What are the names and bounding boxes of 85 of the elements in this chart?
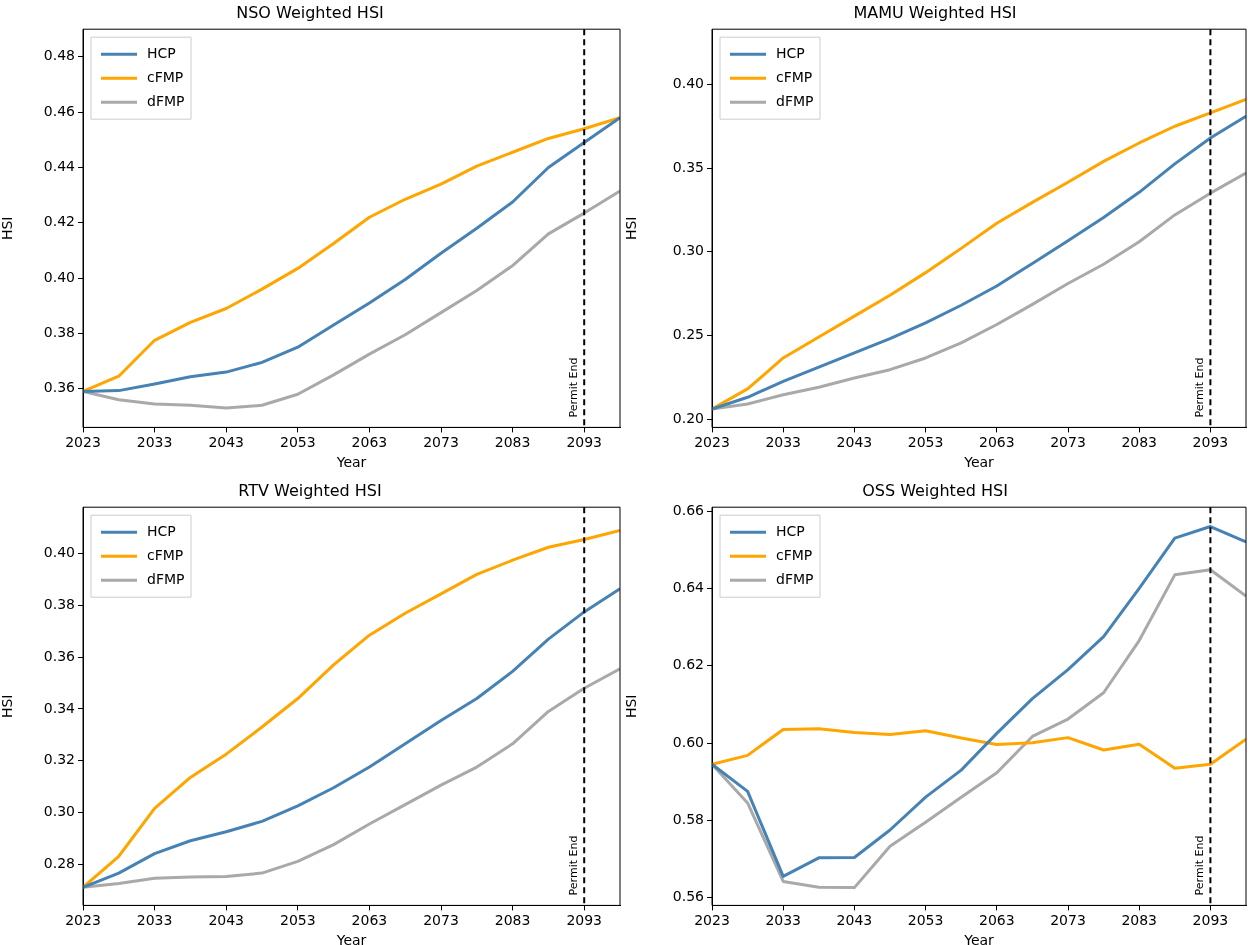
y-axis-title: HSI bbox=[0, 216, 16, 241]
chart-title: RTV Weighted HSI bbox=[238, 480, 382, 500]
x-tick-label: 2073 bbox=[1050, 912, 1086, 929]
x-tick-label: 2043 bbox=[836, 912, 873, 929]
legend-label: HCP bbox=[776, 522, 805, 539]
y-axis-title: HSI bbox=[0, 694, 16, 719]
y-tick-label: 0.36 bbox=[43, 647, 76, 664]
y-tick-label: 0.35 bbox=[672, 158, 704, 175]
x-tick-label: 2073 bbox=[1050, 434, 1086, 451]
legend-label: dFMP bbox=[147, 92, 185, 109]
y-axis-title: HSI bbox=[623, 694, 640, 719]
x-tick-label: 2093 bbox=[1192, 912, 1229, 929]
legend-label: cFMP bbox=[147, 68, 184, 85]
y-tick-label: 0.28 bbox=[43, 854, 75, 871]
x-tick-label: 2053 bbox=[279, 912, 316, 929]
legend-label: dFMP bbox=[776, 570, 814, 587]
x-tick-label: 2093 bbox=[1192, 434, 1229, 451]
legend-label: cFMP bbox=[776, 546, 813, 563]
x-tick-label: 2093 bbox=[566, 912, 603, 929]
y-tick-label: 0.30 bbox=[43, 802, 75, 819]
ref-line-label: Permit End bbox=[566, 357, 580, 418]
y-tick-label: 0.40 bbox=[672, 75, 704, 92]
chart-title: OSS Weighted HSI bbox=[862, 480, 1008, 500]
x-tick-label: 2053 bbox=[279, 434, 316, 451]
y-tick-label: 0.36 bbox=[43, 379, 76, 396]
x-tick-label: 2023 bbox=[65, 912, 101, 929]
y-tick-label: 0.25 bbox=[672, 326, 704, 343]
y-tick-label: 0.48 bbox=[43, 47, 75, 64]
x-tick-label: 2083 bbox=[494, 434, 531, 451]
y-tick-label: 0.30 bbox=[672, 242, 704, 259]
legend-label: cFMP bbox=[776, 68, 813, 85]
x-tick-label: 2033 bbox=[136, 434, 173, 451]
legend-label: HCP bbox=[147, 522, 176, 539]
y-axis-title: HSI bbox=[623, 216, 640, 241]
legend-label: dFMP bbox=[776, 92, 814, 109]
x-tick-label: 2063 bbox=[978, 434, 1015, 451]
y-tick-label: 0.44 bbox=[43, 158, 76, 175]
x-tick-label: 2073 bbox=[423, 434, 459, 451]
x-axis-title: Year bbox=[335, 454, 367, 471]
y-tick-label: 0.34 bbox=[43, 699, 76, 716]
x-tick-label: 2043 bbox=[836, 434, 873, 451]
y-tick-label: 0.58 bbox=[672, 810, 704, 827]
x-tick-label: 2063 bbox=[351, 434, 388, 451]
x-tick-label: 2083 bbox=[1121, 912, 1158, 929]
x-tick-label: 2063 bbox=[351, 912, 388, 929]
y-tick-label: 0.20 bbox=[672, 409, 704, 426]
y-tick-label: 0.60 bbox=[672, 733, 704, 750]
x-tick-label: 2053 bbox=[907, 912, 944, 929]
ref-line-label: Permit End bbox=[566, 835, 580, 896]
y-tick-label: 0.64 bbox=[672, 579, 705, 596]
legend-label: dFMP bbox=[147, 570, 185, 587]
y-tick-label: 0.46 bbox=[43, 102, 76, 119]
ref-line-label: Permit End bbox=[1192, 835, 1206, 896]
chart-title: MAMU Weighted HSI bbox=[853, 2, 1017, 22]
x-tick-label: 2053 bbox=[907, 434, 944, 451]
legend-label: HCP bbox=[776, 44, 805, 61]
x-axis-title: Year bbox=[963, 932, 995, 945]
y-tick-label: 0.62 bbox=[672, 656, 704, 673]
x-tick-label: 2033 bbox=[765, 434, 802, 451]
x-axis-title: Year bbox=[335, 932, 367, 945]
x-tick-label: 2023 bbox=[65, 434, 101, 451]
y-tick-label: 0.42 bbox=[43, 213, 75, 230]
y-tick-label: 0.40 bbox=[43, 268, 75, 285]
x-tick-label: 2033 bbox=[765, 912, 802, 929]
chart-title: NSO Weighted HSI bbox=[236, 2, 384, 22]
x-tick-label: 2063 bbox=[978, 912, 1015, 929]
x-tick-label: 2023 bbox=[694, 912, 730, 929]
x-tick-label: 2043 bbox=[208, 912, 245, 929]
x-tick-label: 2023 bbox=[694, 434, 730, 451]
x-axis-title: Year bbox=[963, 454, 995, 471]
y-tick-label: 0.38 bbox=[43, 324, 75, 341]
x-tick-label: 2083 bbox=[1121, 434, 1158, 451]
x-tick-label: 2073 bbox=[423, 912, 459, 929]
x-tick-label: 2043 bbox=[208, 434, 245, 451]
y-tick-label: 0.66 bbox=[672, 501, 705, 518]
legend-label: HCP bbox=[147, 44, 176, 61]
y-tick-label: 0.32 bbox=[43, 751, 75, 768]
ref-line-label: Permit End bbox=[1192, 357, 1206, 418]
x-tick-label: 2093 bbox=[566, 434, 603, 451]
x-tick-label: 2033 bbox=[136, 912, 173, 929]
y-tick-label: 0.40 bbox=[43, 544, 75, 561]
y-tick-label: 0.56 bbox=[672, 888, 705, 905]
y-tick-label: 0.38 bbox=[43, 596, 75, 613]
legend-label: cFMP bbox=[147, 546, 184, 563]
x-tick-label: 2083 bbox=[494, 912, 531, 929]
